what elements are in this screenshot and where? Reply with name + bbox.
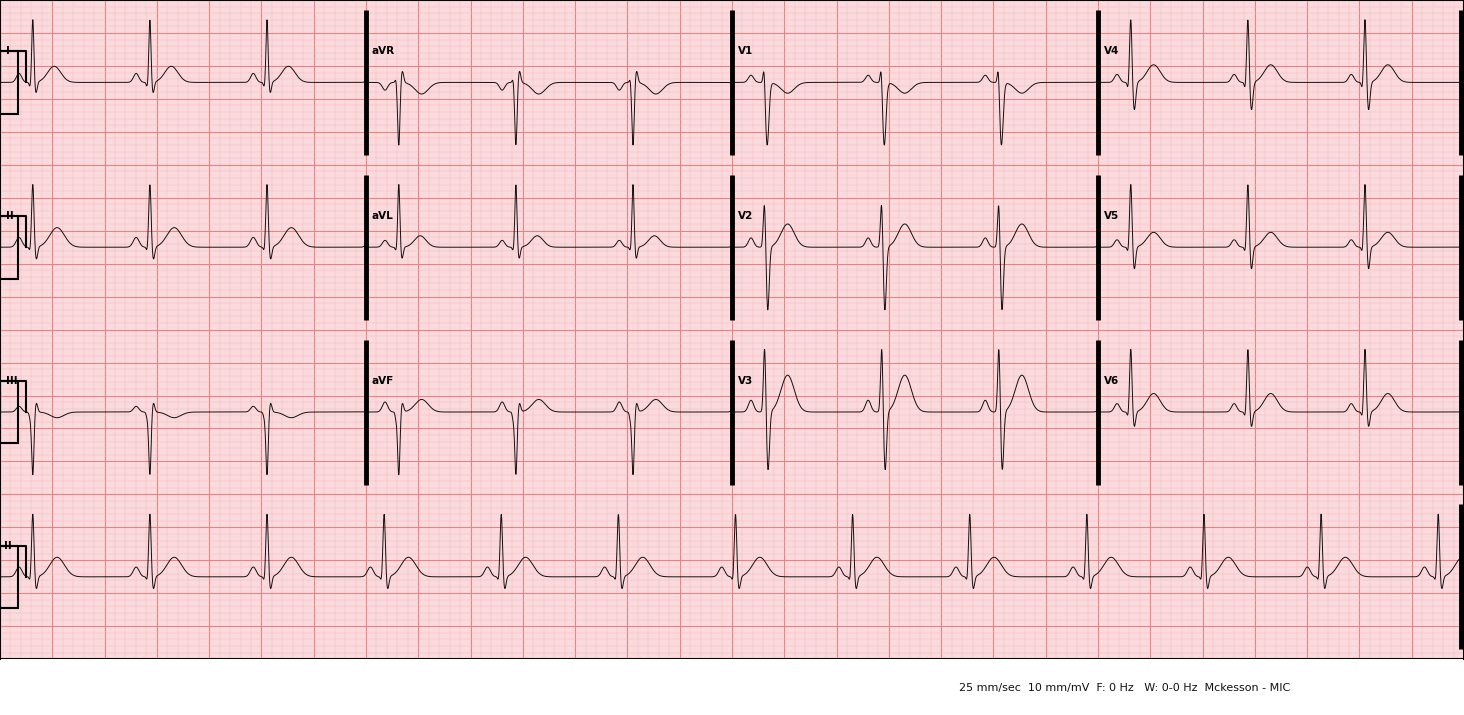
- Bar: [0, 51, 19, 114]
- Text: V6: V6: [1104, 376, 1118, 386]
- Bar: [0, 546, 19, 608]
- Text: V2: V2: [738, 211, 752, 221]
- Text: II: II: [4, 541, 12, 551]
- Text: 25 mm/sec  10 mm/mV  F: 0 Hz   W: 0-0 Hz  Mckesson - MIC: 25 mm/sec 10 mm/mV F: 0 Hz W: 0-0 Hz Mck…: [959, 683, 1290, 693]
- Text: aVF: aVF: [372, 376, 394, 386]
- Text: V1: V1: [738, 46, 752, 56]
- Text: II: II: [6, 211, 13, 221]
- Text: V3: V3: [738, 376, 752, 386]
- Text: aVR: aVR: [372, 46, 395, 56]
- Text: aVL: aVL: [372, 211, 394, 221]
- Text: V5: V5: [1104, 211, 1118, 221]
- Text: I: I: [6, 46, 10, 56]
- Text: V4: V4: [1104, 46, 1120, 56]
- Text: III: III: [6, 376, 18, 386]
- Bar: [0, 380, 19, 443]
- Bar: [0, 216, 19, 279]
